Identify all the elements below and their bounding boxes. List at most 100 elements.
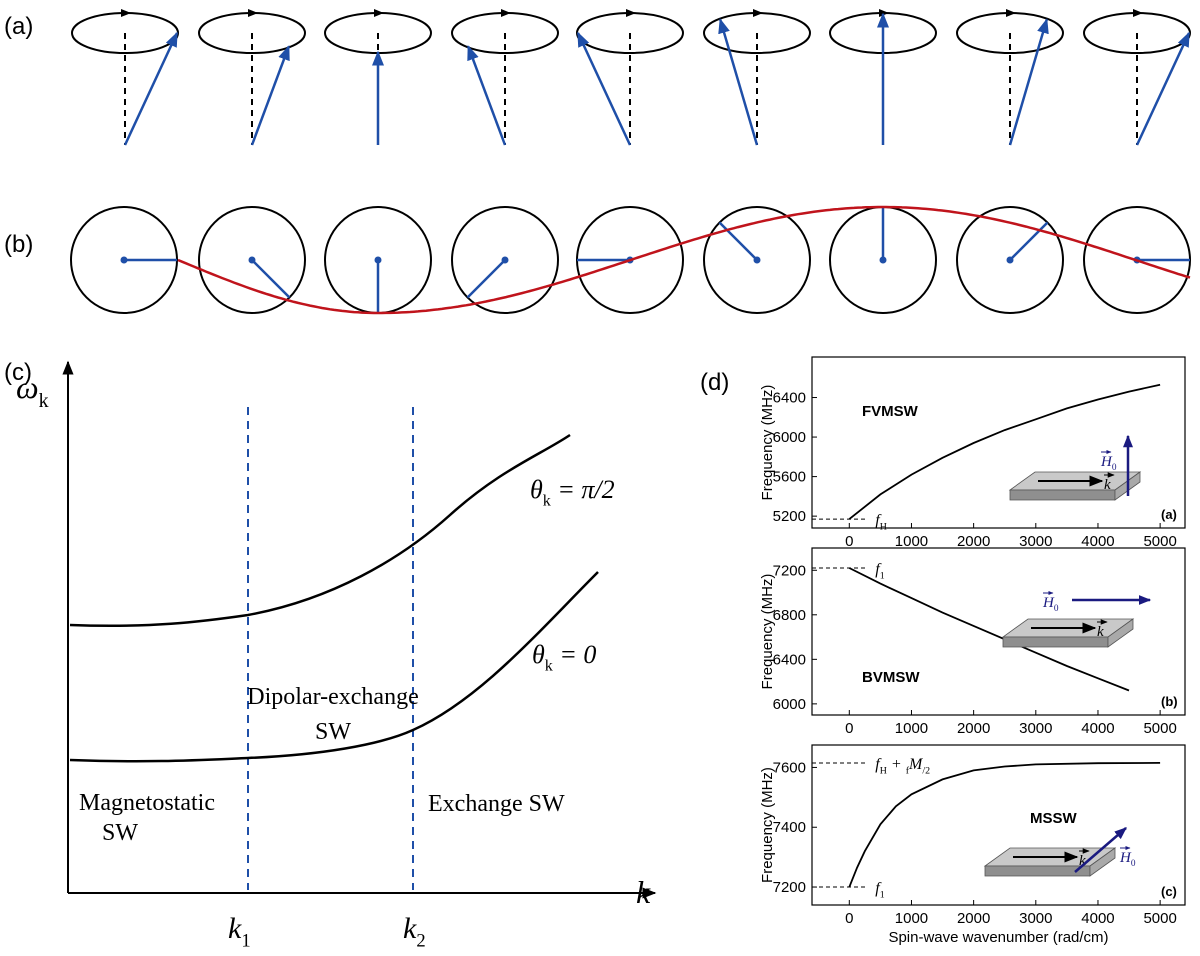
spin-circle xyxy=(956,206,1064,314)
boundary-label: k1 xyxy=(228,912,251,951)
orbit-arrow xyxy=(374,9,384,17)
curve-label-part: k xyxy=(543,492,552,509)
spin-vector xyxy=(123,31,179,146)
y-axis-label: Frequency (MHz) xyxy=(759,385,776,501)
curve-label: θk = 0 xyxy=(532,640,596,674)
dispersion-curve xyxy=(69,571,599,763)
reference-label-part: f xyxy=(906,765,910,776)
reference-label: fH + fM/2 xyxy=(875,756,930,776)
y-axis-label-part: ω xyxy=(16,369,39,405)
vector-label-part: 0 xyxy=(1112,463,1117,473)
slab-front xyxy=(1002,636,1109,648)
orbit-arrow xyxy=(753,9,763,17)
curve-label-part: = 0 xyxy=(553,640,597,669)
region-label: SW xyxy=(315,719,351,745)
spin-vector xyxy=(467,45,507,146)
plot-frame xyxy=(811,744,1186,906)
spin-site xyxy=(879,256,887,264)
reference-label-part: 1 xyxy=(880,890,885,901)
reference-label-part: f xyxy=(875,512,882,529)
y-axis-label-part: k xyxy=(39,390,49,412)
dispersion-curve xyxy=(69,433,571,628)
wave-envelope xyxy=(177,205,1191,315)
y-tick-label: 6800 xyxy=(773,607,806,624)
spin-vector xyxy=(1008,18,1049,146)
y-tick-label: 6400 xyxy=(773,651,806,668)
curve-label: θk = π/2 xyxy=(530,475,615,509)
x-axis-label: Spin-wave wavenumber (rad/cm) xyxy=(888,929,1108,946)
spin-vector xyxy=(718,18,759,146)
vector-label-part: 0 xyxy=(1131,859,1136,869)
panel-label: (a) xyxy=(4,13,33,40)
slab-side xyxy=(1107,618,1134,648)
x-tick-label: 3000 xyxy=(1019,910,1052,927)
vector-label: H0 xyxy=(1100,454,1117,473)
spin-vector xyxy=(1135,31,1191,146)
boundary-label-part: k xyxy=(403,912,417,945)
spin-circle xyxy=(703,206,811,314)
spin-site xyxy=(1006,256,1014,264)
vector-label: H0 xyxy=(1119,850,1136,869)
data-line xyxy=(848,762,1161,888)
y-tick-label: 5600 xyxy=(773,469,806,486)
x-tick-label: 2000 xyxy=(957,533,990,550)
x-tick-label: 0 xyxy=(845,720,853,737)
slab-side xyxy=(1089,847,1116,877)
orbit-arrow xyxy=(121,9,131,17)
x-tick-label: 5000 xyxy=(1143,910,1176,927)
subplot-label: (c) xyxy=(1161,884,1177,899)
y-axis-label: ωk xyxy=(16,369,49,412)
y-tick-label: 6000 xyxy=(773,696,806,713)
x-tick-label: 5000 xyxy=(1143,533,1176,550)
reference-label: f1 xyxy=(875,561,884,581)
vector-label: H0 xyxy=(1042,595,1059,614)
curve-label-part: = π/2 xyxy=(551,475,615,504)
reference-label: f1 xyxy=(875,880,884,900)
vector-label-part: H xyxy=(1119,850,1132,866)
spin-vector xyxy=(466,259,506,299)
orbit-arrow xyxy=(248,9,258,17)
panel-label: (d) xyxy=(700,369,729,396)
vector-label-part: H xyxy=(1100,454,1113,470)
reference-label-part: /2 xyxy=(922,765,930,776)
reference-label-part: M xyxy=(908,756,924,773)
y-tick-label: 7200 xyxy=(773,562,806,579)
x-tick-label: 3000 xyxy=(1019,533,1052,550)
curve-label-part: θ xyxy=(532,640,545,669)
reference-label-part: f xyxy=(875,880,882,897)
region-label: Magnetostatic xyxy=(79,790,215,816)
y-tick-label: 6000 xyxy=(773,429,806,446)
mode-label: MSSW xyxy=(1030,810,1078,827)
vector-label: k xyxy=(1079,853,1086,869)
spin-site xyxy=(248,256,256,264)
x-tick-label: 0 xyxy=(845,910,853,927)
reference-label-part: 1 xyxy=(880,571,885,582)
orbit-arrow xyxy=(626,9,636,17)
spin-circle xyxy=(451,206,559,314)
orbit-arrow xyxy=(501,9,511,17)
region-label: SW xyxy=(102,820,138,846)
spin-vector xyxy=(576,31,632,146)
slab-front xyxy=(1009,489,1116,501)
spin-site xyxy=(120,256,128,264)
x-tick-label: 4000 xyxy=(1081,910,1114,927)
mode-label: FVMSW xyxy=(862,403,919,420)
boundary-label-part: k xyxy=(228,912,242,945)
x-tick-label: 3000 xyxy=(1019,720,1052,737)
y-tick-label: 6400 xyxy=(773,390,806,407)
boundary-label-part: 2 xyxy=(416,930,425,951)
curve-label-part: k xyxy=(545,657,554,674)
mode-label: BVMSW xyxy=(862,669,920,686)
reference-label-part: H xyxy=(880,522,887,533)
plot-frame xyxy=(811,356,1186,529)
x-tick-label: 1000 xyxy=(895,910,928,927)
subplot-label: (a) xyxy=(1161,507,1177,522)
spin-vector xyxy=(251,259,291,299)
spin-vector xyxy=(718,221,758,261)
boundary-label-part: 1 xyxy=(241,930,250,951)
region-label: Exchange SW xyxy=(428,791,565,817)
x-tick-label: 4000 xyxy=(1081,533,1114,550)
y-axis-label: Frequency (MHz) xyxy=(759,574,776,690)
y-tick-label: 7400 xyxy=(773,819,806,836)
